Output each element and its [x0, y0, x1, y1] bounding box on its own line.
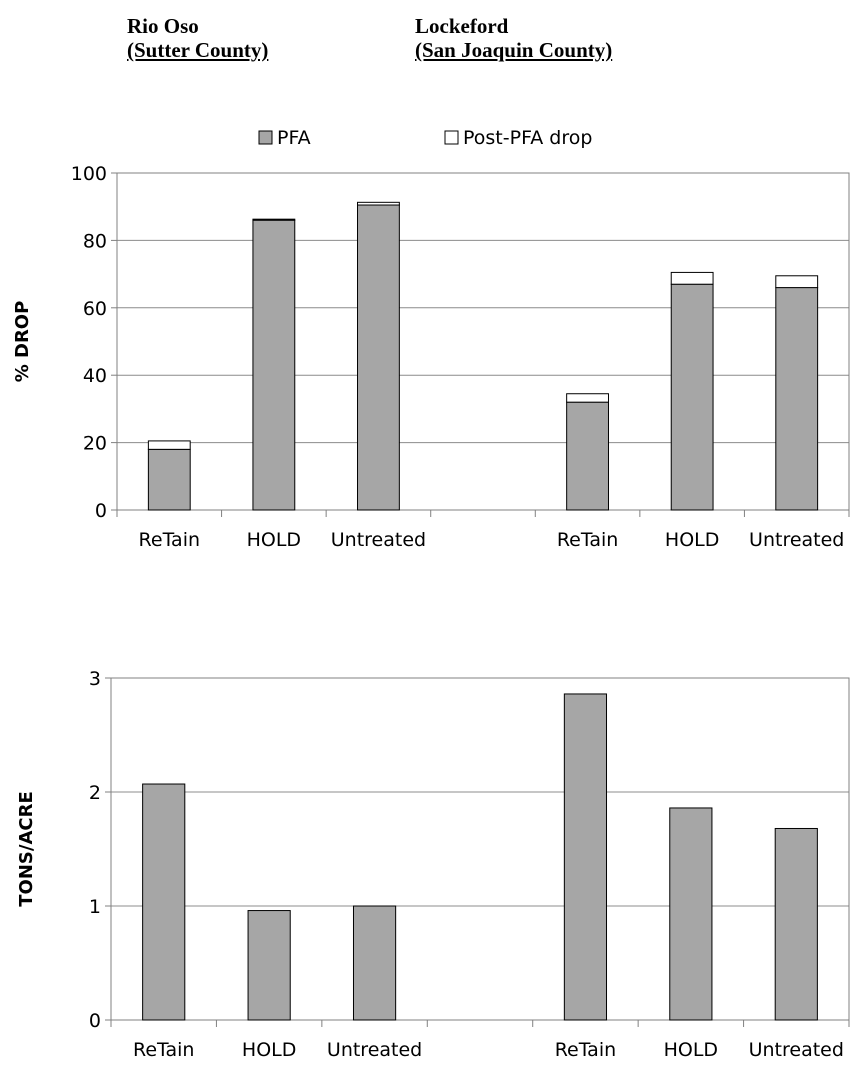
x-tick-label: Untreated	[327, 1039, 422, 1061]
plot-frame	[110, 677, 850, 1021]
location-county: (San Joaquin County)	[415, 38, 613, 62]
bar	[669, 807, 713, 1021]
x-tick-label: ReTain	[557, 529, 618, 551]
bar	[357, 204, 400, 511]
bar	[352, 905, 397, 1021]
x-tick-label: Untreated	[749, 1039, 844, 1061]
y-tick-label: 60	[83, 298, 107, 320]
y-tick-label: 3	[89, 668, 101, 690]
x-tick-label: Untreated	[331, 529, 426, 551]
x-tick-label: HOLD	[247, 529, 301, 551]
bar	[775, 275, 819, 289]
bar	[252, 219, 296, 511]
legend-swatch	[258, 130, 273, 145]
legend-swatch	[444, 130, 459, 145]
y-tick-label: 0	[95, 500, 107, 522]
x-tick-label: Untreated	[749, 529, 844, 551]
x-tick-label: ReTain	[555, 1039, 616, 1061]
location-lockeford: Lockeford (San Joaquin County)	[415, 14, 612, 62]
bar	[147, 440, 191, 450]
bar	[147, 448, 191, 511]
y-tick-label: 2	[89, 782, 101, 804]
location-name: Rio Oso	[127, 14, 199, 38]
x-tick-label: ReTain	[133, 1039, 194, 1061]
bar	[142, 783, 186, 1021]
location-name: Lockeford	[415, 14, 509, 38]
bar	[563, 693, 608, 1021]
bar	[774, 827, 818, 1021]
y-tick-label: 1	[89, 896, 101, 918]
y-tick-label: 80	[83, 230, 107, 252]
location-rio-oso: Rio Oso (Sutter County)	[127, 14, 268, 62]
y-tick-label: 20	[83, 433, 107, 455]
legend-label: PFA	[277, 127, 311, 149]
y-tick-label: 100	[71, 163, 107, 185]
bar	[670, 271, 714, 285]
bar	[566, 393, 609, 403]
bar	[357, 201, 400, 206]
y-tick-label: 0	[89, 1010, 101, 1032]
x-tick-label: HOLD	[242, 1039, 296, 1061]
x-tick-label: HOLD	[664, 1039, 718, 1061]
y-tick-label: 40	[83, 365, 107, 387]
bar	[775, 287, 819, 511]
location-county: (Sutter County)	[127, 38, 269, 62]
plot-frame	[116, 172, 850, 511]
y-axis-title: % DROP	[12, 301, 33, 383]
x-tick-label: ReTain	[139, 529, 200, 551]
percent-drop-chart: 0 20 40 60 80 100 ReTain HOLD Untreated ReTain HOL…	[12, 127, 850, 551]
bar	[247, 910, 291, 1021]
x-tick-label: HOLD	[665, 529, 719, 551]
bar	[566, 401, 609, 511]
legend-label: Post-PFA drop	[463, 127, 592, 149]
bar	[252, 218, 296, 221]
y-axis-title: TONS/ACRE	[16, 791, 37, 906]
